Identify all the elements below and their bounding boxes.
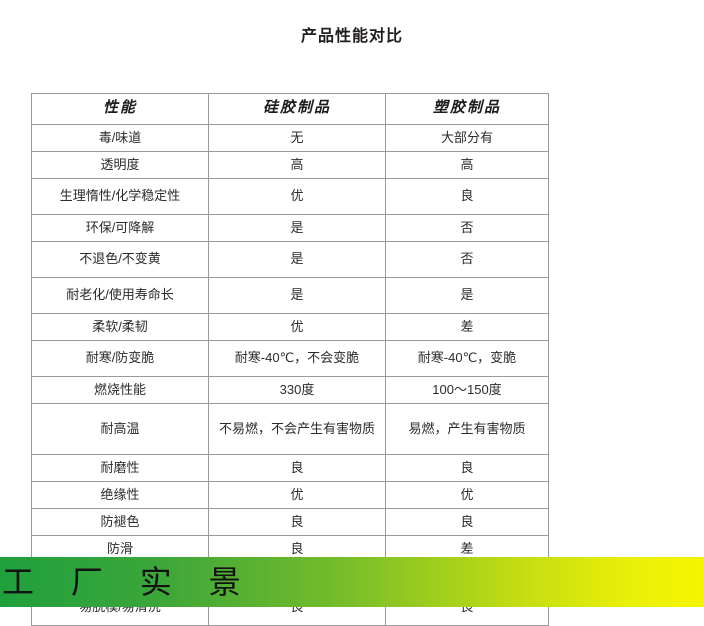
cell-plastic: 100～150度 [385, 375, 549, 404]
cell-plastic: 良 [385, 177, 549, 215]
table-row: 透明度高高 [31, 150, 549, 179]
column-header-feature: 性能 [31, 93, 209, 125]
cell-silicone: 是 [208, 276, 386, 314]
table-row: 防褪色良良 [31, 507, 549, 536]
cell-silicone: 优 [208, 177, 386, 215]
cell-silicone: 耐寒-40℃，不会变脆 [208, 339, 386, 377]
page-title: 产品性能对比 [300, 28, 403, 45]
cell-silicone: 是 [208, 240, 386, 278]
table-row: 不退色/不变黄是否 [31, 240, 549, 278]
cell-silicone: 无 [208, 123, 386, 152]
section-banner-title: 工 厂 实 景 [2, 564, 255, 600]
product-comparison-table: 性能 硅胶制品 塑胶制品 毒/味道无大部分有 透明度高高生理惰性/化学稳定性优良环… [31, 93, 549, 626]
cell-feature: 燃烧性能 [31, 375, 209, 404]
cell-plastic: 良 [385, 453, 549, 482]
cell-plastic: 易燃，产生有害物质 [385, 402, 549, 455]
table-row: 耐高温 不易燃，不会产生有害物质 易燃，产生有害物质 [31, 402, 549, 455]
cell-feature: 环保/可降解 [31, 213, 209, 242]
cell-plastic: 否 [385, 213, 549, 242]
table-row: 绝缘性优优 [31, 480, 549, 509]
cell-feature: 耐老化/使用寿命长 [31, 276, 209, 314]
table-row: 耐老化/使用寿命长是是 [31, 276, 549, 314]
column-header-silicone: 硅胶制品 [208, 93, 386, 125]
table-row: 毒/味道无大部分有 [31, 123, 549, 152]
cell-feature: 耐高温 [31, 402, 209, 455]
cell-feature: 透明度 [31, 150, 209, 179]
table-body: 毒/味道无大部分有 透明度高高生理惰性/化学稳定性优良环保/可降解是否不退色/不变… [31, 123, 549, 626]
table-row: 生理惰性/化学稳定性优良 [31, 177, 549, 215]
cell-plastic: 是 [385, 276, 549, 314]
cell-silicone: 优 [208, 312, 386, 341]
cell-silicone: 是 [208, 213, 386, 242]
cell-feature: 柔软/柔韧 [31, 312, 209, 341]
cell-plastic: 良 [385, 507, 549, 536]
cell-feature: 耐寒/防变脆 [31, 339, 209, 377]
cell-feature: 不退色/不变黄 [31, 240, 209, 278]
cell-plastic: 否 [385, 240, 549, 278]
table-header: 性能 硅胶制品 塑胶制品 [31, 93, 549, 125]
table-row: 柔软/柔韧优差 [31, 312, 549, 341]
cell-feature: 毒/味道 [31, 123, 209, 152]
cell-feature: 绝缘性 [31, 480, 209, 509]
cell-feature: 生理惰性/化学稳定性 [31, 177, 209, 215]
table-row: 环保/可降解是否 [31, 213, 549, 242]
cell-silicone: 不易燃，不会产生有害物质 [208, 402, 386, 455]
cell-plastic: 差 [385, 312, 549, 341]
table-row: 耐磨性良良 [31, 453, 549, 482]
cell-plastic: 高 [385, 150, 549, 179]
section-banner: 工 厂 实 景 [0, 557, 704, 607]
cell-plastic: 大部分有 [385, 123, 549, 152]
cell-silicone: 良 [208, 453, 386, 482]
cell-silicone: 高 [208, 150, 386, 179]
column-header-plastic: 塑胶制品 [385, 93, 549, 125]
cell-plastic: 耐寒-40℃，变脆 [385, 339, 549, 377]
cell-silicone: 330度 [208, 375, 386, 404]
cell-plastic: 优 [385, 480, 549, 509]
table-row: 耐寒/防变脆 耐寒-40℃，不会变脆 耐寒-40℃，变脆 [31, 339, 549, 377]
comparison-table-container: 性能 硅胶制品 塑胶制品 毒/味道无大部分有 透明度高高生理惰性/化学稳定性优良环… [31, 93, 549, 626]
table-header-row: 性能 硅胶制品 塑胶制品 [31, 93, 549, 125]
cell-feature: 防褪色 [31, 507, 209, 536]
table-row: 燃烧性能 330度 100～150度 [31, 375, 549, 404]
cell-feature: 耐磨性 [31, 453, 209, 482]
cell-silicone: 良 [208, 507, 386, 536]
cell-silicone: 优 [208, 480, 386, 509]
